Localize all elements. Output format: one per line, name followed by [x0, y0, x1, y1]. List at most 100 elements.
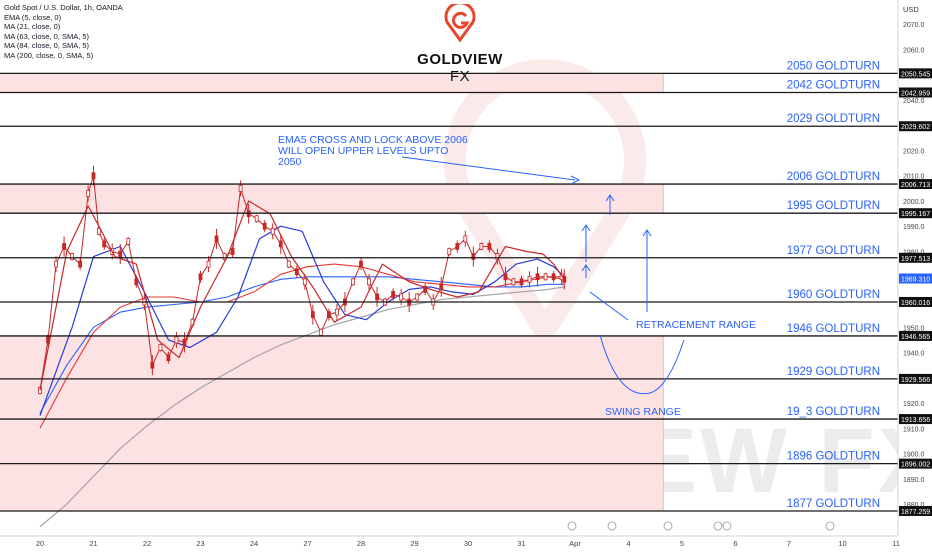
series-line-0: [39, 200, 565, 391]
level-label-10: 1896 GOLDTURN: [787, 451, 880, 463]
candle-body: [198, 273, 203, 281]
candle-body: [423, 285, 428, 293]
x-tick-label: 22: [143, 539, 151, 548]
price-badge: 1995.167: [901, 211, 930, 218]
level-label-9: 19_3 GOLDTURN: [787, 406, 880, 418]
indicator-legend: Gold Spot / U.S. Dollar, 1h, OANDA EMA (…: [4, 3, 123, 61]
retracement-label: RETRACEMENT RANGE: [636, 319, 756, 331]
price-badge-bg: [899, 208, 932, 219]
legend-ma63[interactable]: MA (63, close, 0, SMA, 5): [4, 31, 90, 41]
candle-body: [463, 235, 468, 243]
legend-ema5[interactable]: EMA (5, close, 0): [4, 12, 62, 22]
candle-body: [439, 283, 444, 291]
event-flag-icon: [567, 521, 577, 531]
level-label-4: 1995 GOLDTURN: [787, 200, 880, 212]
level-label-7: 1946 GOLDTURN: [787, 323, 880, 335]
legend-ma84[interactable]: MA (84, close, 0, SMA, 5): [4, 41, 90, 51]
level-label-5: 1977 GOLDTURN: [787, 245, 880, 257]
candle-body: [262, 222, 267, 230]
candle-body: [270, 227, 275, 235]
price-badge-bg: [899, 121, 932, 132]
price-badge: 2042.959: [901, 90, 930, 97]
logo-brand: GOLDVIEW: [417, 51, 503, 68]
candle-body: [118, 250, 123, 258]
event-flag-icon: [722, 521, 732, 531]
x-tick-label: 23: [196, 539, 204, 548]
event-flag-icon: [607, 521, 617, 531]
candle-body: [126, 238, 131, 245]
candle-body: [86, 190, 91, 197]
y-tick-label: 2070.0: [903, 22, 925, 29]
legend-ma21[interactable]: MA (21, close, 0): [4, 22, 61, 32]
y-tick-label: 1920.0: [903, 401, 925, 408]
candle-body: [399, 293, 404, 301]
zone-0: [0, 73, 664, 93]
annotation-line-2: 2050: [278, 156, 302, 168]
price-badge-bg: [899, 87, 932, 98]
price-badge-bg: [899, 330, 932, 341]
y-tick-label: 1950.0: [903, 325, 925, 332]
goldview-logo: GOLDVIEW FX: [410, 1, 510, 85]
swing-curve: [599, 334, 685, 395]
y-tick-label: 2060.0: [903, 47, 925, 54]
instrument-title[interactable]: Gold Spot / U.S. Dollar, 1h, OANDA: [4, 3, 123, 12]
price-badge: 2006.713: [901, 182, 930, 189]
y-tick-label: 2000.0: [903, 199, 925, 206]
series-line-3: [39, 276, 565, 414]
candle-body: [367, 278, 371, 286]
x-tick-label: 20: [36, 539, 44, 548]
price-badge-bg: [899, 68, 932, 79]
candle-body: [294, 268, 299, 276]
zone-1: [0, 184, 664, 214]
candle-body: [359, 260, 363, 268]
annotation-line-0: EMA5 CROSS AND LOCK ABOVE 2006: [278, 134, 468, 146]
candle-body: [62, 243, 66, 250]
candle-body: [503, 273, 508, 281]
candle-body: [214, 235, 219, 243]
y-tick-label: 1910.0: [903, 426, 925, 433]
price-badge-bg: [899, 179, 932, 190]
g-logo-icon: [444, 1, 476, 43]
current-price-badge: 1969.310: [901, 277, 930, 284]
candle-body: [54, 260, 58, 268]
current-price-badge-bg: [899, 273, 932, 284]
level-label-1: 2042 GOLDTURN: [787, 79, 880, 91]
x-tick-label: 30: [464, 539, 472, 548]
candle-body: [134, 278, 139, 286]
candle-body: [254, 215, 259, 223]
candle-body: [335, 308, 339, 316]
target-arrowhead: [605, 194, 615, 202]
candle-body: [527, 275, 532, 283]
y-tick-label: 2040.0: [903, 98, 925, 105]
x-tick-label: Apr: [569, 539, 581, 548]
candle-body: [455, 243, 460, 250]
target-arrowhead: [642, 229, 652, 237]
candle-body: [543, 273, 548, 281]
x-tick-label: 21: [89, 539, 97, 548]
candle-body: [471, 253, 476, 260]
legend-ma200[interactable]: MA (200, close, 0, SMA, 5): [4, 50, 94, 60]
candle-body: [318, 328, 323, 336]
x-tick-label: 4: [626, 539, 630, 548]
x-tick-label: 7: [787, 539, 791, 548]
level-label-11: 1877 GOLDTURN: [787, 498, 880, 510]
y-tick-label: 1880.0: [903, 502, 925, 509]
candle-body: [551, 273, 556, 281]
y-tick-label: 2020.0: [903, 148, 925, 155]
candle-body: [91, 172, 96, 180]
level-label-3: 2006 GOLDTURN: [787, 171, 880, 183]
price-badge: 2029.602: [901, 124, 930, 131]
series-line-4: [39, 286, 565, 528]
price-badge-bg: [899, 252, 932, 263]
x-tick-label: 11: [892, 539, 900, 548]
candle-body: [166, 354, 171, 361]
logo-suffix: FX: [449, 68, 471, 85]
level-label-6: 1960 GOLDTURN: [787, 289, 880, 301]
price-badge: 2050.545: [901, 71, 930, 78]
x-tick-label: 24: [250, 539, 258, 548]
price-badge: 1929.566: [901, 377, 930, 384]
level-label-0: 2050 GOLDTURN: [787, 60, 880, 72]
annotation-arrow: [401, 156, 576, 181]
